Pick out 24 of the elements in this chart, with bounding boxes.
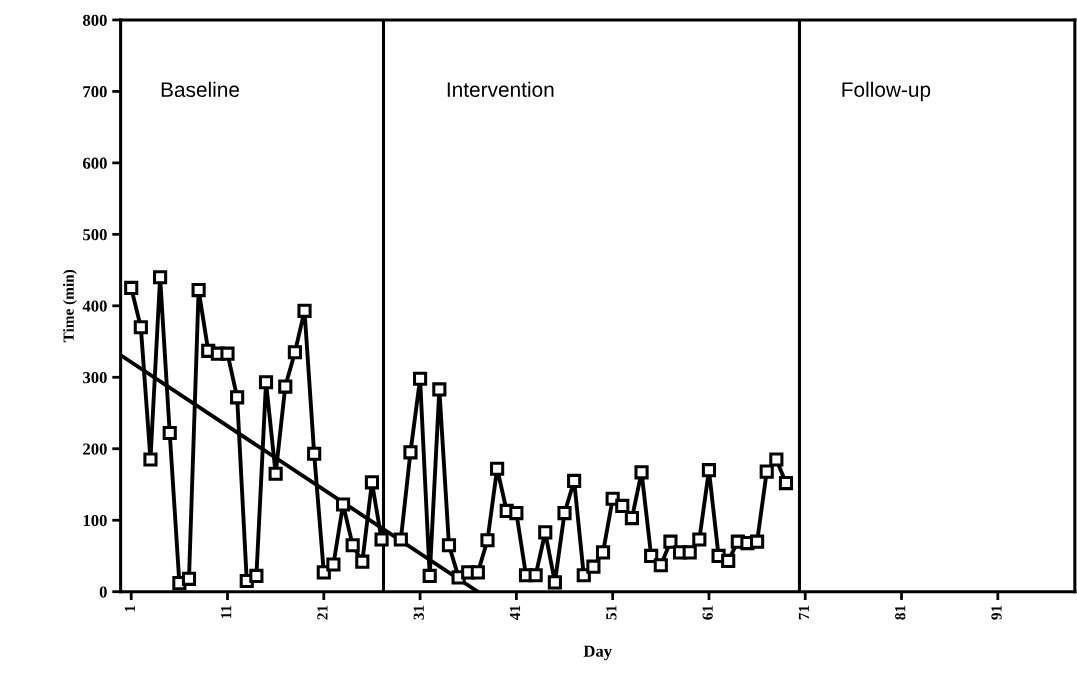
annotation: Follow-up bbox=[842, 81, 931, 102]
y-tick-label: 700 bbox=[83, 86, 107, 98]
x-tick-label: 1 bbox=[124, 605, 135, 612]
y-tick-label: 800 bbox=[82, 14, 107, 26]
y-tick-label: 600 bbox=[83, 157, 107, 169]
x-tick-label: 81 bbox=[895, 605, 906, 620]
y-tick-label: 200 bbox=[83, 443, 107, 455]
x-tick-label: 11 bbox=[221, 605, 232, 619]
x-tick-label: 51 bbox=[606, 605, 617, 620]
x-tick-label: 61 bbox=[702, 605, 713, 620]
y-tick-label: 400 bbox=[82, 300, 107, 312]
y-tick-label: 500 bbox=[83, 229, 107, 241]
x-tick-label: 41 bbox=[509, 605, 521, 620]
annotation: Baseline bbox=[161, 81, 240, 98]
y-axis-title: Time (min) bbox=[63, 269, 77, 343]
y-tick-label: 300 bbox=[83, 371, 107, 384]
x-tick-label: 21 bbox=[317, 605, 328, 620]
y-tick-label: 0 bbox=[99, 586, 107, 598]
y-tick-label: 100 bbox=[83, 514, 107, 527]
x-axis-title: Day bbox=[583, 645, 612, 661]
x-tick-label: 91 bbox=[991, 605, 1002, 620]
x-tick-label: 71 bbox=[798, 605, 809, 620]
x-tick-label: 31 bbox=[413, 605, 424, 620]
annotation: Intervention bbox=[447, 81, 554, 98]
